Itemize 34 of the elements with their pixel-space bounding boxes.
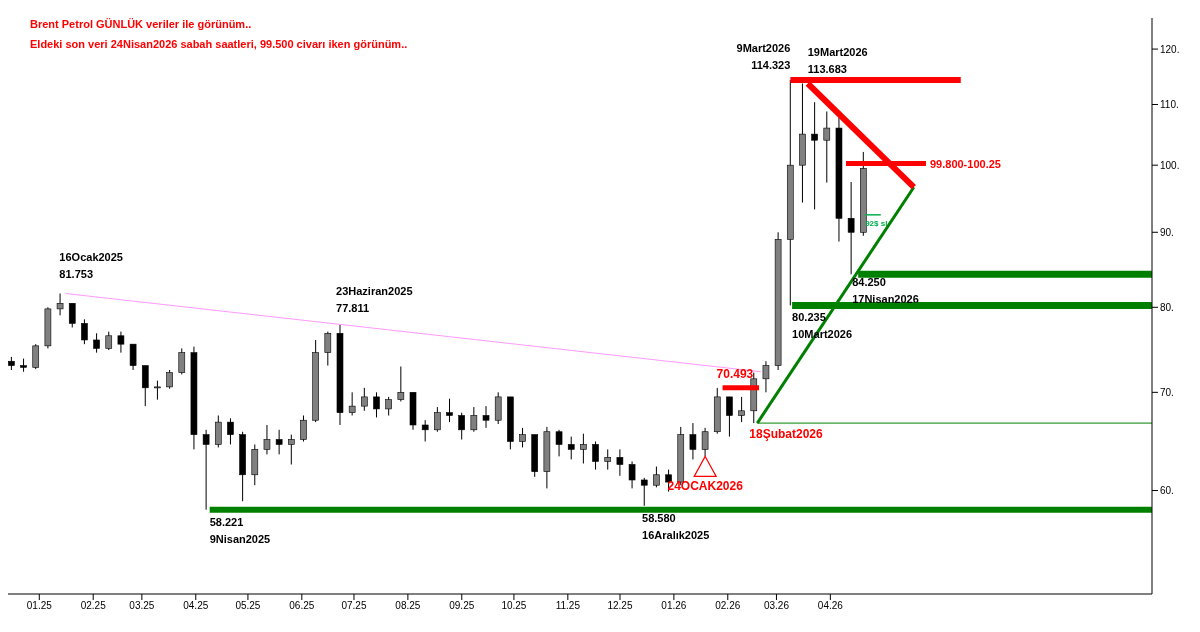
y-tick-label: 120. [1160, 43, 1180, 55]
annotation: 16Ocak2025 81.753 [59, 251, 123, 281]
x-tick-label: 04.25 [183, 600, 209, 612]
annotation: 99.800-100.25 [929, 157, 1001, 170]
x-tick-label: 05.25 [235, 600, 261, 612]
x-tick-label: 01.25 [26, 600, 53, 612]
y-tick-label: 100. [1160, 159, 1180, 171]
x-tick-label: 04.26 [817, 600, 844, 612]
x-tick-label: 01.26 [661, 600, 687, 612]
x-tick-label: 06.25 [289, 600, 315, 612]
annotation: 19Mart2026 113.683 [807, 45, 868, 75]
x-tick-label: 11.25 [555, 600, 581, 612]
annotation: 58.221 9Nisan2025 [209, 515, 271, 545]
y-tick-label: 80. [1160, 301, 1174, 313]
x-tick-label: 07.25 [341, 600, 367, 612]
y-tick-label: 60. [1160, 485, 1174, 497]
x-tick-label: 03.26 [763, 600, 790, 612]
y-tick-label: 70. [1160, 386, 1174, 398]
chart-title: Brent Petrol GÜNLÜK veriler ile görünüm.. [30, 17, 253, 32]
annotation: 23Haziran2025 77.811 [336, 284, 413, 314]
y-tick-label: 90. [1160, 226, 1174, 238]
x-tick-label: 10.25 [501, 600, 527, 612]
x-tick-label: 08.25 [395, 600, 421, 612]
annotation: 58.580 16Aralık2025 [642, 511, 710, 541]
annotation: 18Şubat2026 [749, 427, 824, 442]
text: Eldeki son veri 24Nisan2026 sabah saatleri, 99.500 civarı iken görünüm.. [30, 37, 408, 52]
x-tick-label: 12.25 [607, 600, 633, 612]
annotation: 70.493 [716, 366, 754, 381]
x-tick-label: 03.25 [129, 600, 155, 612]
x-tick-label: 09.25 [449, 600, 475, 612]
x-tick-label: 02.26 [715, 600, 741, 612]
x-tick-label: 02.25 [80, 600, 107, 612]
y-tick-label: 110. [1160, 99, 1179, 111]
annotation: 9Mart2026 114.323 [736, 41, 791, 71]
